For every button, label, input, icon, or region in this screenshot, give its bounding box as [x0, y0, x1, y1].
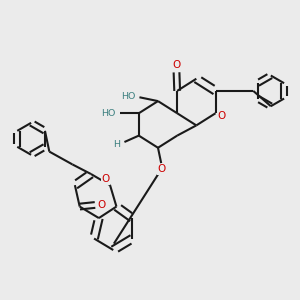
Text: O: O — [217, 111, 225, 121]
Text: H: H — [114, 140, 121, 149]
Text: HO: HO — [121, 92, 136, 101]
Text: O: O — [158, 164, 166, 175]
Text: O: O — [101, 174, 110, 184]
Text: O: O — [172, 60, 181, 70]
Text: HO: HO — [100, 109, 115, 118]
Text: O: O — [97, 200, 106, 210]
